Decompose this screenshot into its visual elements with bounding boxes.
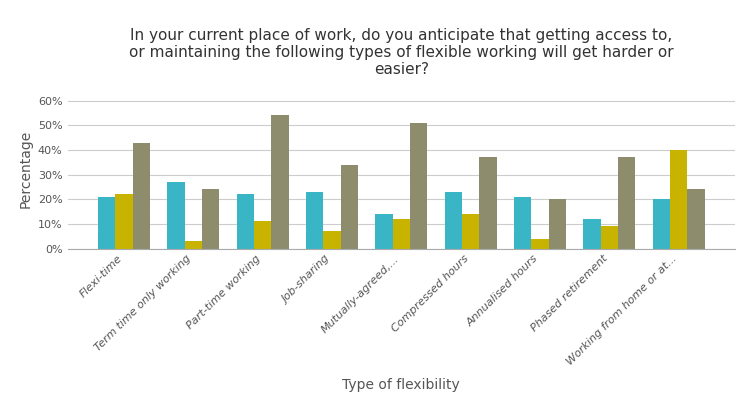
Bar [133,142,150,249]
Bar [116,194,133,249]
Bar [340,165,358,249]
Bar [184,241,202,249]
Bar [254,221,272,249]
Bar [445,192,462,249]
Y-axis label: Percentage: Percentage [18,129,32,208]
Bar [202,189,219,249]
Bar [236,194,254,249]
Bar [618,157,635,249]
Bar [392,219,410,249]
Bar [531,239,548,249]
Bar [601,227,618,249]
Title: In your current place of work, do you anticipate that getting access to,
or main: In your current place of work, do you an… [129,28,674,77]
Bar [323,231,340,249]
Bar [272,115,289,249]
Bar [687,189,705,249]
Bar [670,150,687,249]
Bar [98,197,116,249]
Bar [514,197,531,249]
Bar [410,123,428,249]
Bar [479,157,496,249]
Bar [167,182,184,249]
Bar [306,192,323,249]
Bar [375,214,392,249]
Bar [462,214,479,249]
X-axis label: Type of flexibility: Type of flexibility [342,379,460,392]
Bar [548,199,566,249]
Bar [652,199,670,249]
Bar [584,219,601,249]
